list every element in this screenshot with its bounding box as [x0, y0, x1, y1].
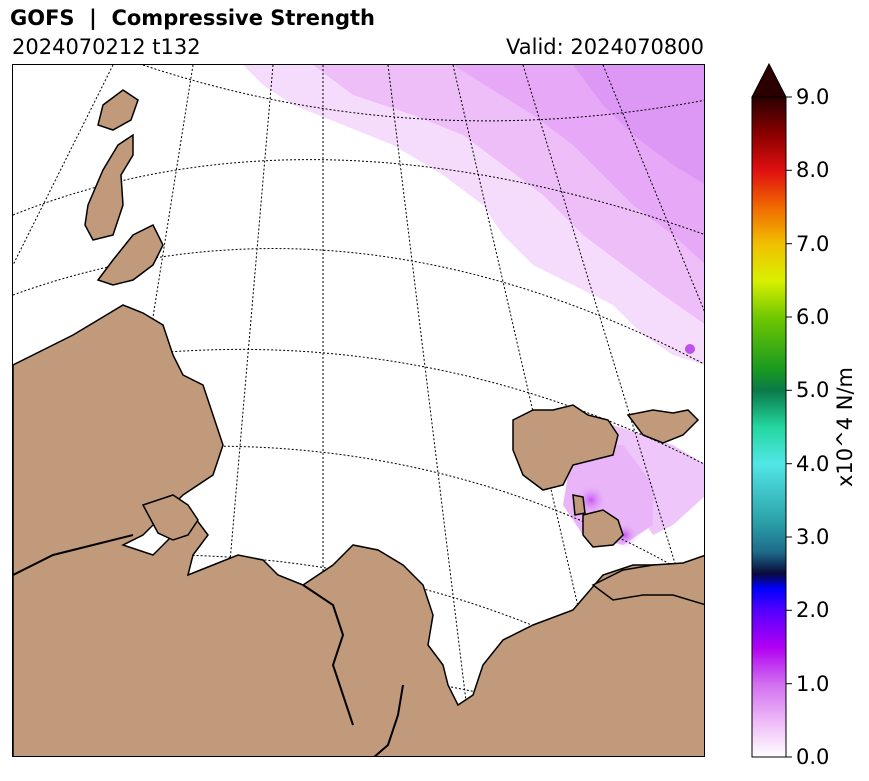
colorbar-tick-0: 0.0: [796, 745, 830, 769]
colorbar-tick-9: 9.0: [796, 85, 830, 109]
run-info: 2024070212 t132: [12, 35, 201, 59]
land: [13, 89, 704, 756]
colorbar-gradient: [751, 96, 787, 758]
colorbar: [740, 60, 869, 770]
colorbar-tick-8: 8.0: [796, 158, 830, 183]
colorbar-svg: [751, 62, 792, 758]
rivers: [13, 534, 404, 756]
colorbar-tick-3: 3.0: [796, 525, 830, 549]
colorbar-tick-1: 1.0: [796, 671, 830, 696]
colorbar-label: x10^4 N/m: [833, 366, 857, 488]
colorbar-tick-5: 5.0: [796, 378, 830, 403]
map-panel[interactable]: [12, 64, 705, 757]
map-title: GOFS | Compressive Strength: [10, 6, 375, 30]
colorbar-tick-4: 4.0: [796, 451, 830, 476]
colorbar-tick-6: 6.0: [796, 305, 830, 329]
map-canvas: [13, 65, 704, 756]
colorbar-tick-2: 2.0: [796, 598, 830, 623]
sea-ice-area: [243, 65, 704, 549]
valid-time: Valid: 2024070800: [506, 35, 704, 59]
colorbar-extend-arrow: [751, 62, 787, 98]
colorbar-ticks: [786, 96, 792, 758]
colorbar-tick-7: 7.0: [796, 231, 830, 256]
